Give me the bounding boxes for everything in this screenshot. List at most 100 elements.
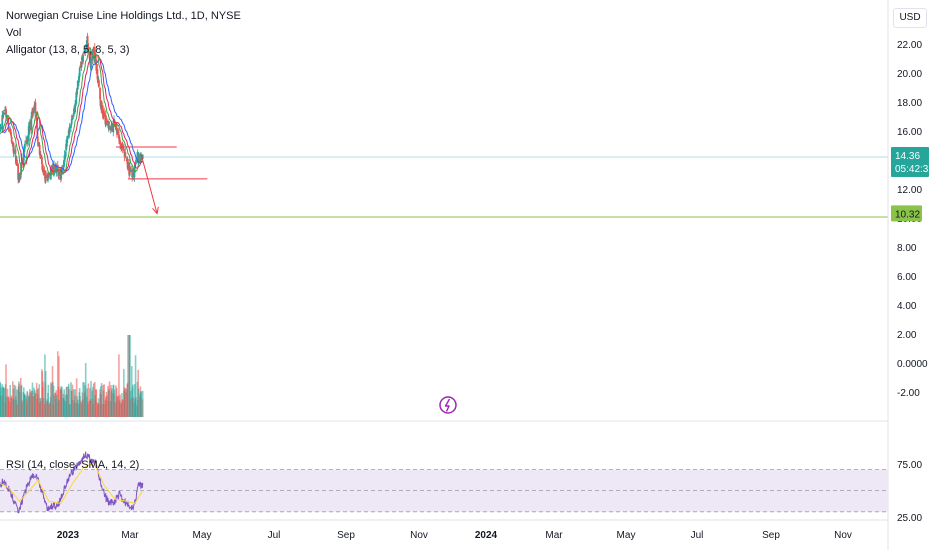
volume-bar xyxy=(127,335,129,417)
candle-body xyxy=(8,129,10,131)
volume-bar xyxy=(92,383,95,417)
volume-bar xyxy=(13,384,16,417)
candle-body xyxy=(70,122,73,126)
candle-body xyxy=(98,80,100,87)
volume-bar xyxy=(135,396,137,417)
candle-body xyxy=(20,162,23,167)
drawings[interactable] xyxy=(115,146,208,215)
candle-body xyxy=(18,172,21,180)
volume-bar xyxy=(58,399,61,417)
volume-bar xyxy=(47,384,50,417)
volume-bar xyxy=(32,396,34,417)
time-tick-label: May xyxy=(617,530,636,541)
volume-bar xyxy=(111,392,113,417)
volume-bar xyxy=(76,399,79,417)
candle-body xyxy=(103,112,106,114)
volume-bar xyxy=(108,381,111,417)
volume-bar xyxy=(39,401,42,417)
volume-bar xyxy=(129,390,132,417)
candle-body xyxy=(76,89,78,95)
volume-bar xyxy=(34,392,37,417)
candle-body xyxy=(22,159,25,165)
candle-body xyxy=(5,109,7,117)
candle-body xyxy=(68,126,71,128)
last-price-label: 14.36 xyxy=(895,151,920,162)
alligator-teeth-line xyxy=(2,53,144,174)
volume-bar xyxy=(129,335,131,417)
candle-body xyxy=(95,60,98,71)
candle-body xyxy=(31,112,34,114)
volume-bar xyxy=(84,362,87,417)
volume-bar xyxy=(132,397,135,417)
volume-bar xyxy=(100,383,103,417)
rsi-line xyxy=(0,451,144,514)
volume-bar xyxy=(5,396,8,417)
volume-bars xyxy=(0,335,144,417)
candle-body xyxy=(115,124,118,127)
time-tick-label: 2024 xyxy=(475,530,498,541)
volume-bar xyxy=(74,389,76,417)
volume-bar xyxy=(55,394,58,417)
volume-bar xyxy=(118,354,120,417)
level-price-label: 10.32 xyxy=(895,209,920,220)
volume-bar xyxy=(58,356,60,417)
volume-bar xyxy=(8,397,10,417)
alligator-lips-line xyxy=(0,46,144,176)
volume-bar xyxy=(116,396,119,417)
volume-bar xyxy=(44,371,47,417)
candle-body xyxy=(34,102,37,113)
grid-lines xyxy=(0,0,889,550)
candle-body xyxy=(85,40,88,49)
candle-body xyxy=(17,164,20,180)
projection-arrow-head xyxy=(152,206,159,215)
candle-body xyxy=(84,48,87,50)
volume-bar xyxy=(134,355,137,417)
candle-body xyxy=(96,68,99,80)
volume-bar xyxy=(61,386,63,417)
candle-body xyxy=(66,136,69,143)
candle-body xyxy=(71,115,74,117)
candle-body xyxy=(27,126,30,141)
price-axis[interactable]: 22.0020.0018.0016.0014.0012.0010.008.006… xyxy=(891,40,932,524)
candle-body xyxy=(0,133,1,134)
flash-icon[interactable] xyxy=(439,396,457,414)
volume-bar xyxy=(42,398,45,417)
volume-bar xyxy=(47,403,50,417)
candle-body xyxy=(132,172,135,176)
volume-bar xyxy=(140,391,143,417)
candle-body xyxy=(47,173,50,175)
price-tick-label: 8.00 xyxy=(897,243,917,254)
candle-body xyxy=(92,48,95,52)
candle-body xyxy=(50,166,53,176)
time-axis[interactable]: 2023 Mar May Jul Sep Nov 2024 Mar May Jul Sep Nov xyxy=(57,530,852,541)
volume-bar xyxy=(50,383,53,417)
candle-body xyxy=(141,154,144,159)
candle-body xyxy=(79,65,82,68)
level-price-badge xyxy=(891,205,922,222)
candle-body xyxy=(22,151,25,161)
volume-bar xyxy=(141,390,144,417)
price-tick-label: 16.00 xyxy=(897,127,922,138)
volume-legend: Vol xyxy=(6,27,22,39)
candle-body xyxy=(2,112,5,115)
candle-body xyxy=(119,140,121,145)
volume-bar xyxy=(63,400,66,417)
candle-body xyxy=(101,105,104,115)
volume-bar xyxy=(98,403,100,417)
candle-body xyxy=(1,115,4,130)
volume-bar xyxy=(37,388,39,417)
time-tick-label: Sep xyxy=(337,530,355,541)
currency-badge[interactable]: USD xyxy=(893,8,927,28)
volume-bar xyxy=(5,364,7,417)
candle-body xyxy=(108,125,111,130)
candle-body xyxy=(45,174,47,177)
candle-body xyxy=(80,61,83,68)
volume-bar xyxy=(68,389,70,417)
time-tick-label: Mar xyxy=(121,530,139,541)
flash-circle xyxy=(439,396,457,414)
candle-body xyxy=(36,127,39,136)
candle-body xyxy=(13,150,16,152)
candle-body xyxy=(14,149,17,155)
candle-body xyxy=(64,151,67,157)
